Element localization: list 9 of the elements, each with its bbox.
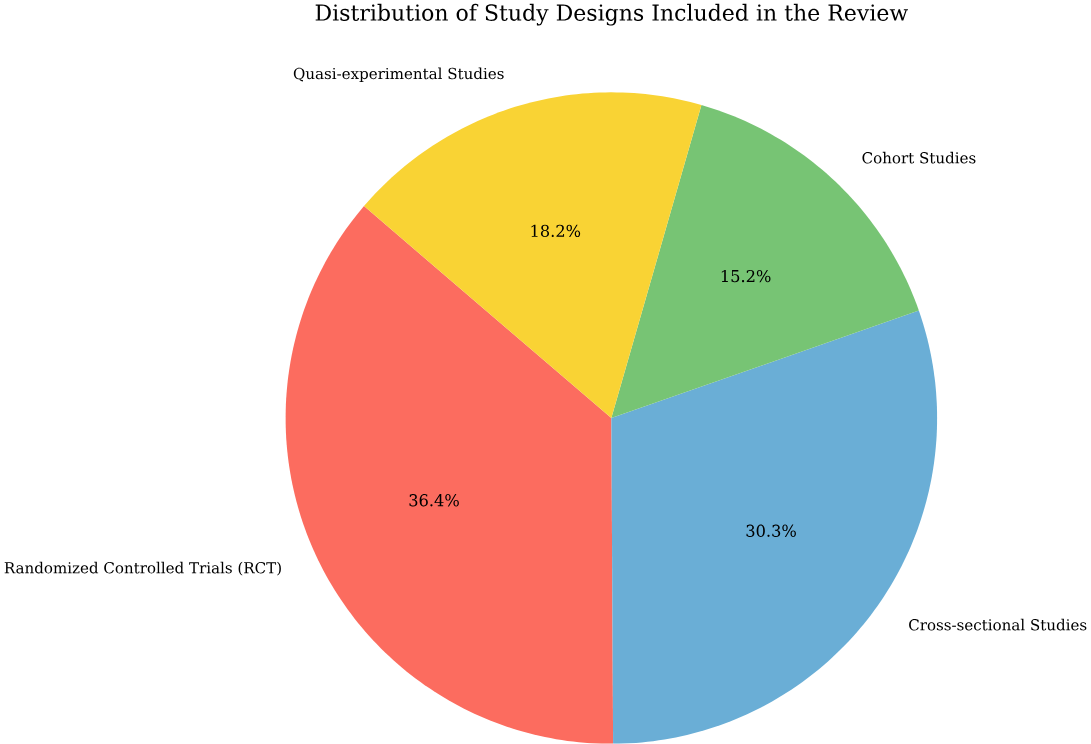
slice-label: Quasi-experimental Studies bbox=[293, 67, 504, 83]
slice-label: Cohort Studies bbox=[862, 151, 976, 164]
chart-title: Distribution of Study Designs Included in the Review bbox=[315, 3, 908, 26]
slice-label: Cross-sectional Studies bbox=[909, 618, 1087, 631]
data-label: 15.2% bbox=[721, 269, 771, 283]
data-label: 18.2% bbox=[531, 224, 581, 238]
data-label: 30.3% bbox=[746, 524, 796, 537]
slice-label: Randomized Controlled Trials (RCT) bbox=[4, 561, 281, 576]
data-label: 36.4% bbox=[409, 494, 459, 507]
